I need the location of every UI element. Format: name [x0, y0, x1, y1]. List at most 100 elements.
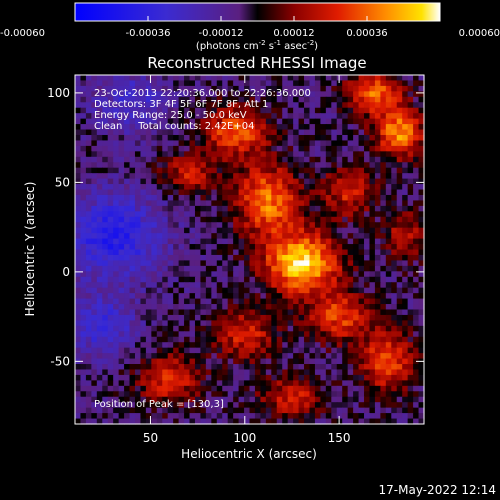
heatmap-cell — [260, 407, 267, 414]
heatmap-cell — [194, 151, 202, 158]
heatmap-cell — [336, 162, 343, 169]
heatmap-cell — [184, 80, 191, 87]
heatmap-cell — [265, 407, 272, 414]
heatmap-cell — [254, 374, 261, 381]
heatmap-cell — [80, 222, 87, 229]
heatmap-cell — [200, 216, 207, 223]
heatmap-cell — [75, 124, 82, 131]
heatmap-cell — [222, 211, 229, 218]
heatmap-cell — [249, 205, 256, 212]
heatmap-cell — [156, 369, 163, 376]
heatmap-cell — [276, 173, 283, 180]
heatmap-cell — [184, 309, 191, 316]
heatmap-cell — [124, 91, 131, 98]
heatmap-cell — [402, 320, 409, 327]
heatmap-cell — [265, 249, 272, 256]
heatmap-cell — [298, 336, 305, 343]
heatmap-cell — [347, 385, 354, 392]
heatmap-cell — [369, 276, 376, 283]
heatmap-cell — [374, 211, 381, 218]
heatmap-cell — [407, 233, 414, 240]
heatmap-cell — [178, 233, 185, 240]
heatmap-cell — [287, 325, 294, 332]
heatmap-cell — [254, 75, 261, 82]
heatmap-cell — [309, 80, 316, 87]
heatmap-cell — [96, 80, 103, 87]
heatmap-cell — [189, 282, 196, 289]
heatmap-cell — [254, 347, 261, 354]
heatmap-cell — [320, 358, 327, 365]
heatmap-cell — [374, 260, 381, 267]
heatmap-cell — [418, 75, 425, 82]
heatmap-cell — [216, 80, 223, 87]
heatmap-cell — [91, 314, 98, 321]
heatmap-cell — [271, 118, 278, 125]
heatmap-cell — [331, 309, 338, 316]
heatmap-cell — [118, 113, 125, 120]
heatmap-cell — [336, 107, 343, 114]
heatmap-cell — [325, 342, 332, 349]
heatmap-cell — [336, 134, 343, 142]
heatmap-cell — [178, 194, 185, 202]
heatmap-cell — [254, 413, 261, 420]
heatmap-cell — [162, 216, 169, 223]
heatmap-cell — [189, 102, 196, 109]
heatmap-cell — [385, 320, 392, 327]
heatmap-cell — [151, 260, 158, 267]
heatmap-cell — [85, 134, 92, 142]
heatmap-cell — [189, 140, 196, 147]
heatmap-cell — [244, 184, 251, 191]
heatmap-cell — [282, 418, 289, 425]
heatmap-cell — [353, 189, 360, 196]
heatmap-cell — [156, 265, 163, 272]
heatmap-cell — [151, 134, 158, 142]
heatmap-cell — [129, 320, 136, 327]
heatmap-cell — [194, 298, 202, 305]
heatmap-cell — [107, 194, 114, 202]
heatmap-cell — [80, 385, 87, 392]
heatmap-cell — [184, 353, 191, 360]
heatmap-cell — [276, 380, 283, 387]
heatmap-cell — [227, 167, 234, 174]
heatmap-cell — [364, 80, 371, 87]
heatmap-cell — [331, 156, 338, 163]
heatmap-cell — [238, 118, 245, 125]
plot-frame — [74, 74, 425, 425]
heatmap-cell — [75, 227, 82, 234]
heatmap-cell — [107, 184, 114, 191]
heatmap-cell — [75, 418, 82, 425]
heatmap-cell — [331, 347, 338, 354]
heatmap-cell — [134, 304, 142, 311]
heatmap-cell — [162, 238, 169, 245]
heatmap-cell — [413, 265, 420, 272]
heatmap-cell — [129, 353, 136, 360]
heatmap-cell — [336, 124, 343, 131]
heatmap-cell — [124, 107, 131, 114]
heatmap-cell — [75, 254, 82, 261]
heatmap-cell — [233, 151, 240, 158]
heatmap-cell — [374, 413, 381, 420]
heatmap-cell — [418, 304, 425, 311]
heatmap-cell — [113, 249, 120, 256]
heatmap-cell — [96, 364, 103, 371]
heatmap-cell — [402, 200, 409, 207]
heatmap-cell — [364, 216, 371, 223]
heatmap-cell — [211, 396, 218, 403]
heatmap-cell — [238, 320, 245, 327]
heatmap-cell — [211, 124, 218, 131]
heatmap-cell — [107, 260, 114, 267]
heatmap-cell — [102, 194, 109, 202]
heatmap-cell — [265, 364, 272, 371]
heatmap-cell — [75, 249, 82, 256]
heatmap-cell — [211, 173, 218, 180]
heatmap-cell — [369, 189, 376, 196]
heatmap-cell — [271, 347, 278, 354]
heatmap-cell — [227, 222, 234, 229]
heatmap-cell — [353, 156, 360, 163]
heatmap-cell — [364, 178, 371, 185]
heatmap-cell — [293, 353, 300, 360]
heatmap-cell — [276, 402, 283, 409]
heatmap-cell — [309, 260, 316, 267]
heatmap-cell — [96, 260, 103, 267]
heatmap-cell — [265, 162, 272, 169]
